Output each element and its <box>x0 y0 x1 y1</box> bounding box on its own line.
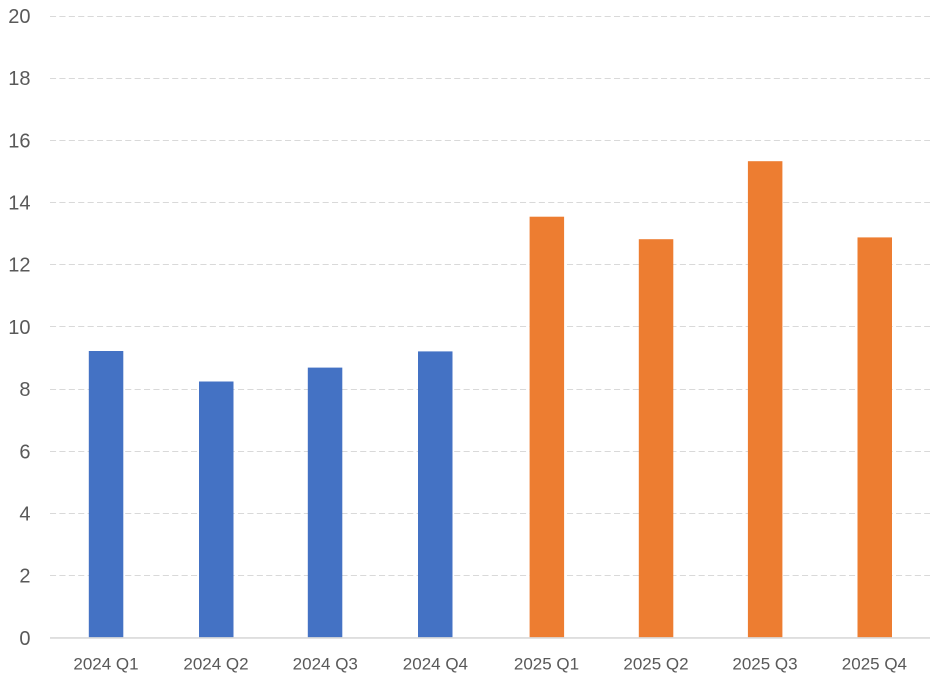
svg-text:2: 2 <box>19 566 30 588</box>
svg-text:2024 Q3: 2024 Q3 <box>293 655 358 674</box>
svg-text:2024 Q1: 2024 Q1 <box>73 655 138 674</box>
svg-text:10: 10 <box>8 317 30 339</box>
svg-text:2025 Q2: 2025 Q2 <box>623 655 688 674</box>
svg-text:16: 16 <box>8 130 30 152</box>
svg-text:0: 0 <box>19 628 30 650</box>
svg-text:8: 8 <box>19 379 30 401</box>
svg-text:2024 Q4: 2024 Q4 <box>403 655 468 674</box>
svg-text:6: 6 <box>19 441 30 463</box>
svg-text:18: 18 <box>8 68 30 90</box>
svg-text:2025 Q1: 2025 Q1 <box>514 655 579 674</box>
svg-text:20: 20 <box>8 6 30 28</box>
svg-text:4: 4 <box>19 504 30 526</box>
svg-text:12: 12 <box>8 255 30 277</box>
svg-text:2025 Q4: 2025 Q4 <box>842 655 907 674</box>
svg-text:14: 14 <box>8 193 30 215</box>
svg-text:2024 Q2: 2024 Q2 <box>183 655 248 674</box>
svg-text:2025 Q3: 2025 Q3 <box>732 655 797 674</box>
